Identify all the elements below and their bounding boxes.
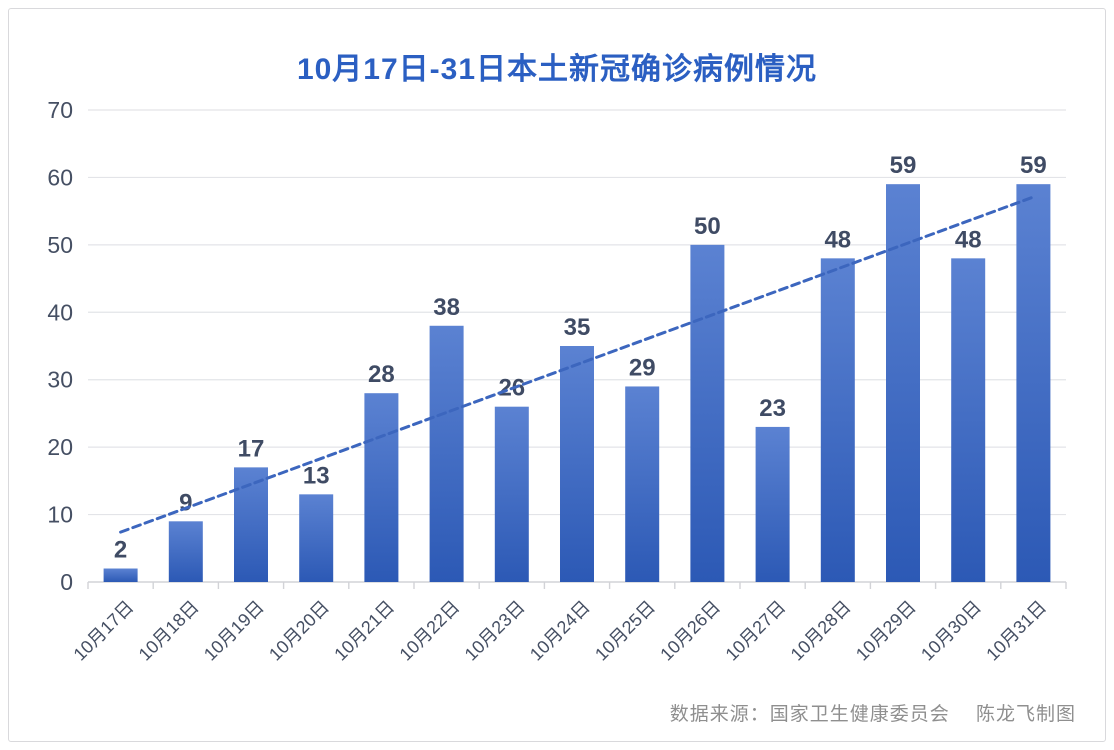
x-tick-label: 10月22日 — [396, 597, 464, 665]
y-tick-label: 50 — [47, 232, 73, 258]
y-tick-label: 30 — [47, 367, 73, 393]
x-tick-label: 10月17日 — [70, 597, 138, 665]
x-tick-label: 10月30日 — [917, 597, 985, 665]
bar-value-label: 59 — [890, 152, 917, 179]
y-tick-label: 60 — [47, 164, 73, 190]
trendline — [119, 195, 1035, 534]
y-tick-label: 40 — [47, 299, 73, 325]
bar-value-label: 48 — [955, 226, 982, 253]
bar — [820, 258, 855, 582]
bar — [494, 406, 529, 582]
bar-value-label: 59 — [1020, 152, 1047, 179]
bar — [168, 521, 203, 582]
bar — [951, 258, 986, 582]
bar — [1016, 184, 1051, 582]
x-tick-label: 10月20日 — [265, 597, 333, 665]
bar-value-label: 23 — [759, 395, 786, 422]
bar-value-label: 2 — [114, 537, 127, 564]
bar-value-label: 48 — [824, 226, 851, 253]
bar-value-label: 17 — [238, 435, 265, 462]
x-tick-label: 10月26日 — [656, 597, 724, 665]
x-tick-label: 10月19日 — [200, 597, 268, 665]
chart-title: 10月17日-31日本土新冠确诊病例情况 — [296, 53, 818, 86]
bar — [625, 386, 660, 582]
bar — [364, 393, 399, 582]
bar — [560, 346, 594, 582]
x-tick-label: 10月29日 — [852, 597, 920, 665]
bar — [103, 568, 138, 582]
x-tick-label: 10月24日 — [526, 597, 594, 665]
bar — [755, 426, 790, 582]
x-tick-label: 10月23日 — [461, 597, 529, 665]
y-tick-label: 20 — [47, 434, 73, 460]
source-note: 数据来源：国家卫生健康委员会 陈龙飞制图 — [669, 704, 1076, 725]
bar-value-label: 35 — [564, 314, 591, 341]
x-tick-label: 10月27日 — [722, 597, 790, 665]
bar-value-label: 28 — [368, 361, 395, 388]
x-tick-label: 10月18日 — [135, 597, 203, 665]
bar — [429, 325, 464, 582]
y-tick-label: 70 — [47, 97, 73, 123]
bar-value-label: 9 — [179, 489, 192, 516]
bar-value-label: 13 — [303, 462, 330, 489]
bar — [299, 494, 334, 582]
x-tick-label: 10月31日 — [982, 597, 1050, 665]
x-tick-label: 10月25日 — [591, 597, 659, 665]
bar-value-label: 29 — [629, 354, 656, 381]
bar — [690, 244, 725, 582]
x-tick-label: 10月21日 — [330, 597, 398, 665]
bar — [234, 467, 268, 582]
y-tick-label: 0 — [60, 569, 73, 595]
x-tick-label: 10月28日 — [787, 597, 855, 665]
bar-value-label: 38 — [433, 294, 460, 321]
bar-value-label: 50 — [694, 213, 721, 240]
y-tick-label: 10 — [47, 502, 73, 528]
